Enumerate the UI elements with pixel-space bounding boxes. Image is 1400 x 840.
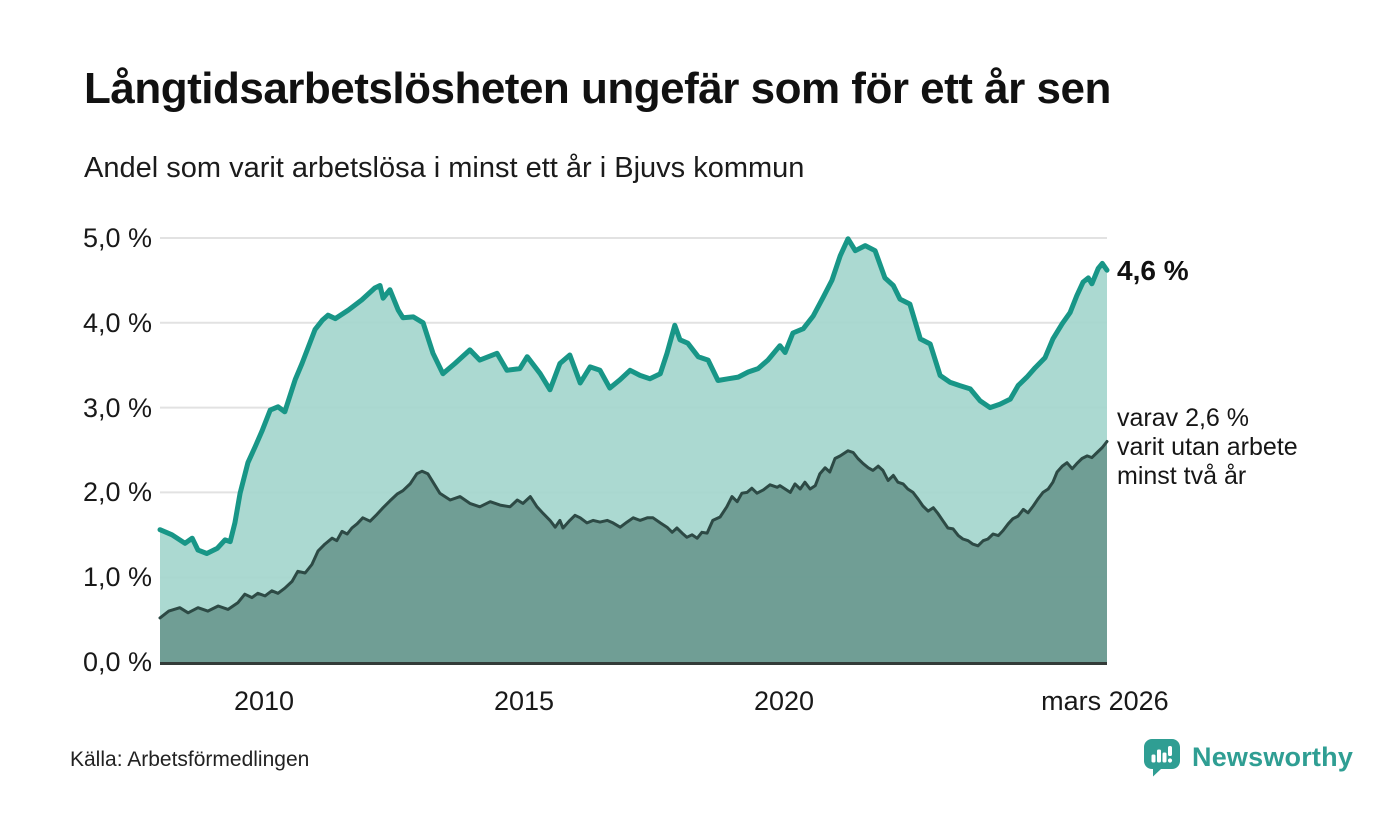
newsworthy-wordmark: Newsworthy (1192, 741, 1354, 772)
x-tick-label: 2015 (493, 686, 555, 716)
bar-chart-speech-bubble-icon (1144, 739, 1180, 777)
page-title: Långtidsarbetslösheten ungefär som för e… (84, 64, 1111, 113)
y-tick-label: 4,0 % (82, 307, 152, 338)
area-two-year (160, 441, 1107, 662)
line-two-year (158, 440, 1109, 620)
two-year-annotation-line: minst två år (1117, 462, 1247, 490)
chart-subtitle: Andel som varit arbetslösa i minst ett å… (84, 152, 805, 184)
x-tick-label: mars 2026 (1041, 686, 1169, 716)
source-caption: Källa: Arbetsförmedlingen (70, 748, 310, 771)
y-tick-label: 2,0 % (82, 477, 152, 508)
x-tick-label: 2010 (233, 686, 295, 716)
x-tick-label: 2020 (754, 686, 815, 716)
y-tick-label: 3,0 % (82, 392, 152, 423)
y-tick-label: 5,0 % (82, 223, 152, 253)
line-total (157, 236, 1110, 556)
two-year-annotation-line: varit utan arbete (1117, 433, 1298, 461)
newsworthy-logo[interactable]: Newsworthy (1142, 737, 1353, 777)
two-year-annotation-line: varav 2,6 % (1117, 404, 1250, 432)
y-tick-label: 0,0 % (82, 647, 152, 677)
y-tick-label: 1,0 % (82, 562, 152, 593)
latest-value-label: 4,6 % (1117, 254, 1189, 286)
two-year-annotation: varav 2,6 % varit utan arbete minst två år (1117, 404, 1298, 491)
